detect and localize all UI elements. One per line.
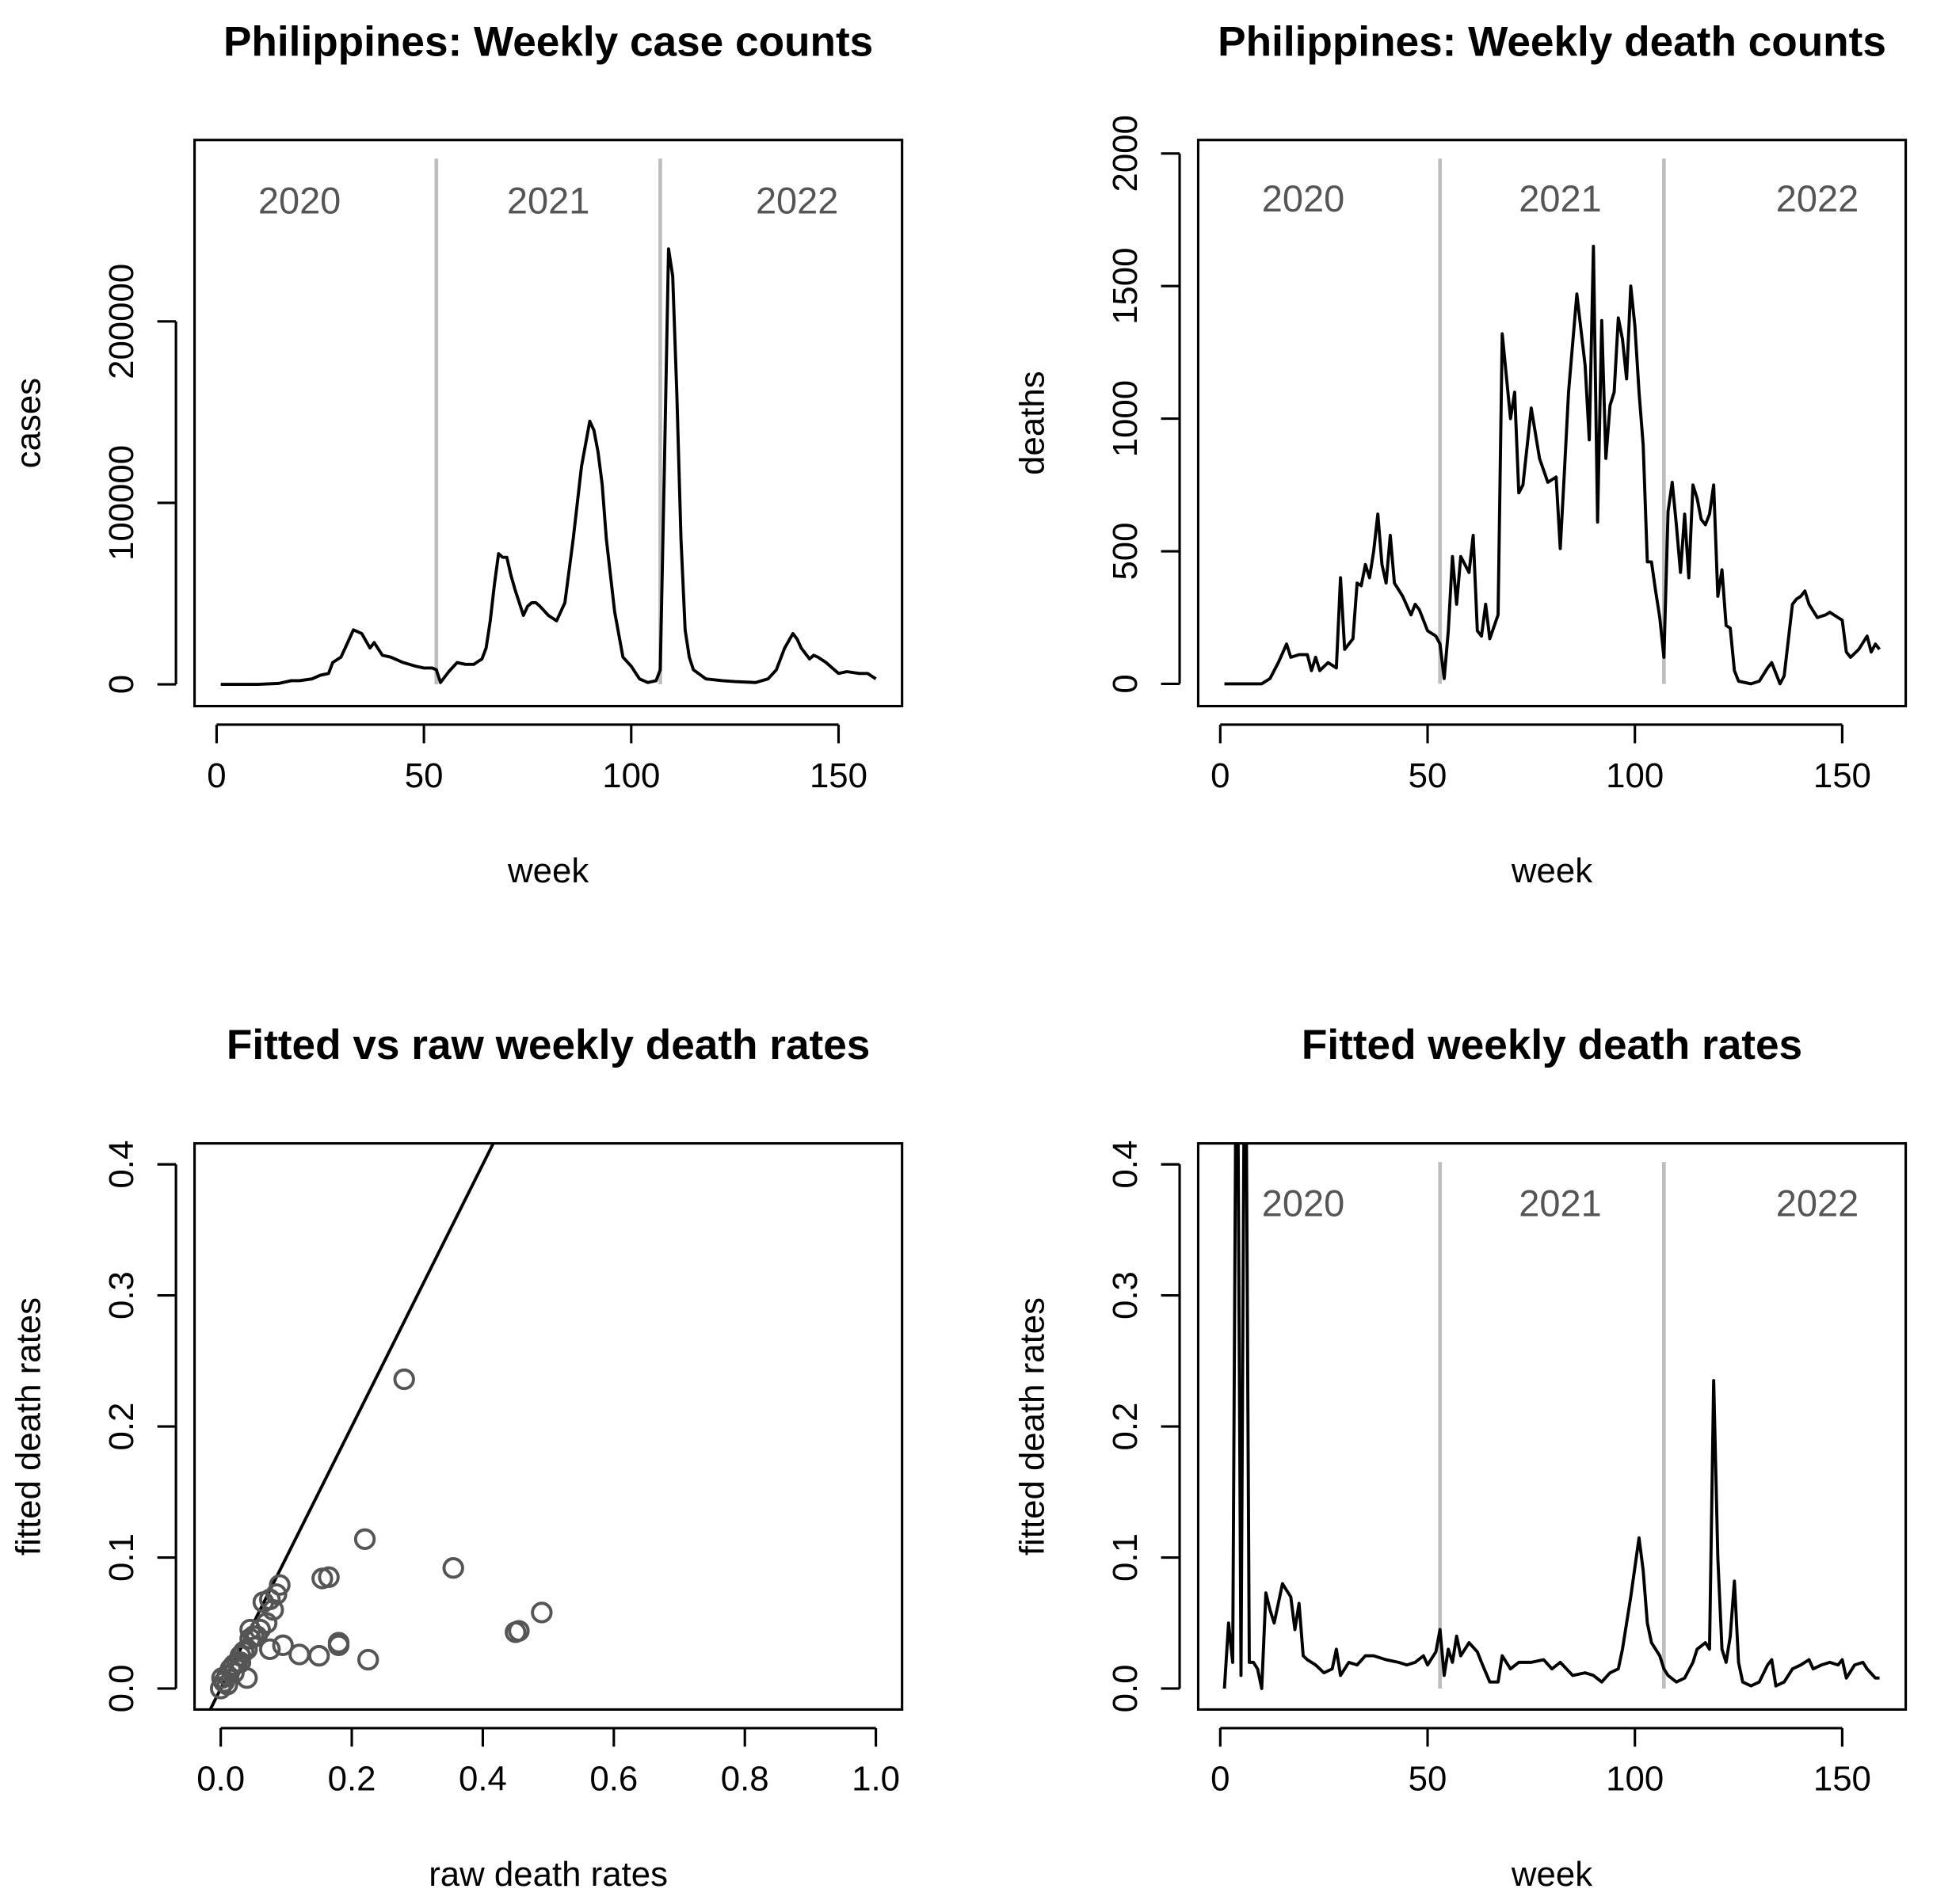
- y-tick-label: 0.0: [102, 1665, 141, 1713]
- x-tick-label: 0: [1211, 756, 1230, 795]
- point: [308, 1644, 330, 1667]
- x-tick-label: 0.0: [196, 1760, 245, 1799]
- plot-area: [220, 158, 877, 686]
- panel: Philippines: Weekly death counts week deat…: [1013, 18, 1908, 890]
- year-label: 2021: [507, 180, 589, 221]
- point: [211, 1667, 233, 1689]
- year-label: 2022: [1776, 1182, 1859, 1224]
- y-tick-label: 0.4: [102, 1140, 141, 1189]
- year-label: 2020: [1262, 178, 1344, 219]
- point: [262, 1599, 284, 1621]
- plot-area: [1222, 1143, 1880, 1690]
- x-tick-label: 50: [1409, 756, 1447, 795]
- y-tick-label: 0.4: [1106, 1140, 1145, 1189]
- year-label: 2021: [1519, 1182, 1601, 1224]
- x-tick-label: 150: [1813, 1760, 1871, 1799]
- point: [442, 1557, 464, 1579]
- panel-title: Philippines: Weekly death counts: [1218, 18, 1886, 65]
- plot-frame: [1196, 139, 1908, 708]
- x-tick-label: 0: [1211, 1760, 1230, 1799]
- point: [353, 1528, 376, 1551]
- panel: Fitted vs raw weekly death rates raw deat…: [10, 1022, 904, 1894]
- x-tick-label: 0: [207, 756, 226, 795]
- y-axis-label: fitted death rates: [10, 1297, 48, 1556]
- x-axis-label: week: [1511, 851, 1592, 890]
- y-tick-label: 200000: [102, 264, 141, 379]
- point: [258, 1638, 281, 1661]
- x-tick-label: 0.6: [589, 1760, 638, 1799]
- point: [318, 1566, 340, 1589]
- x-axis-label: week: [1511, 1855, 1592, 1894]
- point: [508, 1620, 530, 1642]
- y-axis-label: fitted death rates: [1013, 1297, 1052, 1556]
- y-tick-label: 500: [1106, 522, 1145, 580]
- point: [357, 1648, 379, 1671]
- point: [239, 1618, 261, 1641]
- y-tick-label: 0.1: [102, 1533, 141, 1582]
- panel: Philippines: Weekly case counts week cases…: [10, 18, 904, 890]
- y-tick-label: 0.2: [1106, 1403, 1145, 1451]
- x-tick-label: 100: [1606, 756, 1664, 795]
- panel-title: Philippines: Weekly case counts: [223, 18, 873, 65]
- year-label: 2020: [1262, 1182, 1344, 1224]
- year-label: 2021: [1519, 178, 1601, 219]
- y-tick-label: 0.1: [1106, 1533, 1145, 1582]
- x-axis-label: raw death rates: [429, 1855, 668, 1894]
- point: [393, 1368, 415, 1391]
- y-tick-label: 0.2: [102, 1403, 141, 1451]
- point: [327, 1634, 350, 1657]
- point: [216, 1674, 238, 1696]
- y-tick-label: 0.0: [1106, 1665, 1145, 1713]
- year-label: 2022: [1776, 178, 1859, 219]
- x-tick-label: 150: [1813, 756, 1871, 795]
- y-tick-label: 0: [1106, 674, 1145, 693]
- plot-area: [208, 1143, 553, 1710]
- x-tick-label: 100: [602, 756, 660, 795]
- y-tick-label: 1000: [1106, 380, 1145, 457]
- x-axis-label: week: [507, 851, 589, 890]
- y-tick-label: 0.3: [102, 1271, 141, 1319]
- point: [269, 1574, 291, 1596]
- point: [288, 1643, 311, 1666]
- panel-title: Fitted vs raw weekly death rates: [227, 1022, 870, 1068]
- plot-frame: [1196, 1142, 1908, 1712]
- x-tick-label: 0.8: [721, 1760, 769, 1799]
- x-tick-label: 100: [1606, 1760, 1664, 1799]
- point: [531, 1601, 553, 1624]
- y-axis-label: deaths: [1013, 371, 1052, 474]
- data-line: [220, 247, 877, 686]
- point: [246, 1625, 268, 1647]
- year-label: 2020: [258, 180, 341, 221]
- y-tick-label: 0.3: [1106, 1271, 1145, 1319]
- x-tick-label: 50: [405, 756, 444, 795]
- year-label: 2022: [756, 180, 838, 221]
- reference-line: [208, 1143, 495, 1710]
- x-tick-label: 50: [1409, 1760, 1447, 1799]
- x-tick-label: 150: [810, 756, 867, 795]
- data-line: [1224, 245, 1882, 686]
- point: [223, 1662, 245, 1684]
- y-tick-label: 100000: [102, 445, 141, 561]
- plot-frame: [193, 1142, 904, 1712]
- y-tick-label: 2000: [1106, 115, 1145, 192]
- plot-frame: [193, 139, 904, 708]
- x-tick-label: 0.4: [459, 1760, 507, 1799]
- plot-area: [1224, 158, 1882, 686]
- y-tick-label: 0: [102, 675, 141, 694]
- data-line: [1222, 1143, 1880, 1690]
- x-tick-label: 1.0: [852, 1760, 900, 1799]
- panel: Fitted weekly death rates week fitted deat…: [1013, 1022, 1908, 1894]
- x-tick-label: 0.2: [328, 1760, 376, 1799]
- y-tick-label: 1500: [1106, 248, 1145, 325]
- panel-title: Fitted weekly death rates: [1302, 1022, 1802, 1068]
- y-axis-label: cases: [10, 378, 48, 468]
- point: [272, 1634, 294, 1657]
